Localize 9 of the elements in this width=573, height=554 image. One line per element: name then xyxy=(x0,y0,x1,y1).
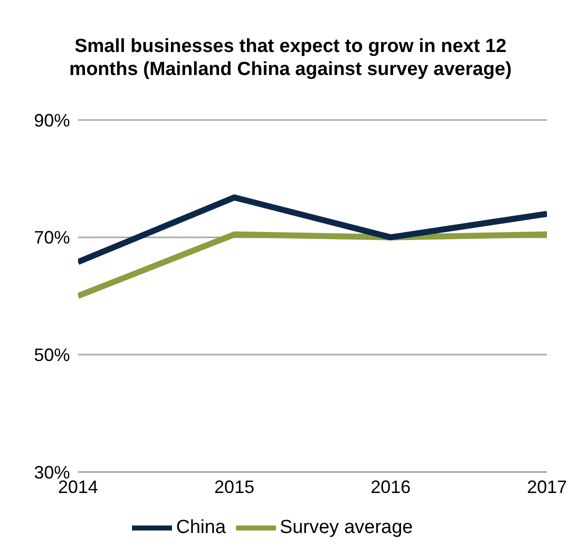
legend-label: China xyxy=(176,517,226,538)
x-tick-label: 2016 xyxy=(370,476,411,497)
y-tick-label: 70% xyxy=(34,228,70,248)
chart-title: Small businesses that expect to grow in next 12 months (Mainland China against survey average) xyxy=(68,35,513,82)
y-tick-label: 90% xyxy=(34,110,70,130)
y-tick-label: 50% xyxy=(34,345,70,366)
x-tick-label: 2015 xyxy=(214,476,254,497)
legend-label: Survey average xyxy=(280,517,413,538)
x-tick-label: 2017 xyxy=(526,476,568,497)
